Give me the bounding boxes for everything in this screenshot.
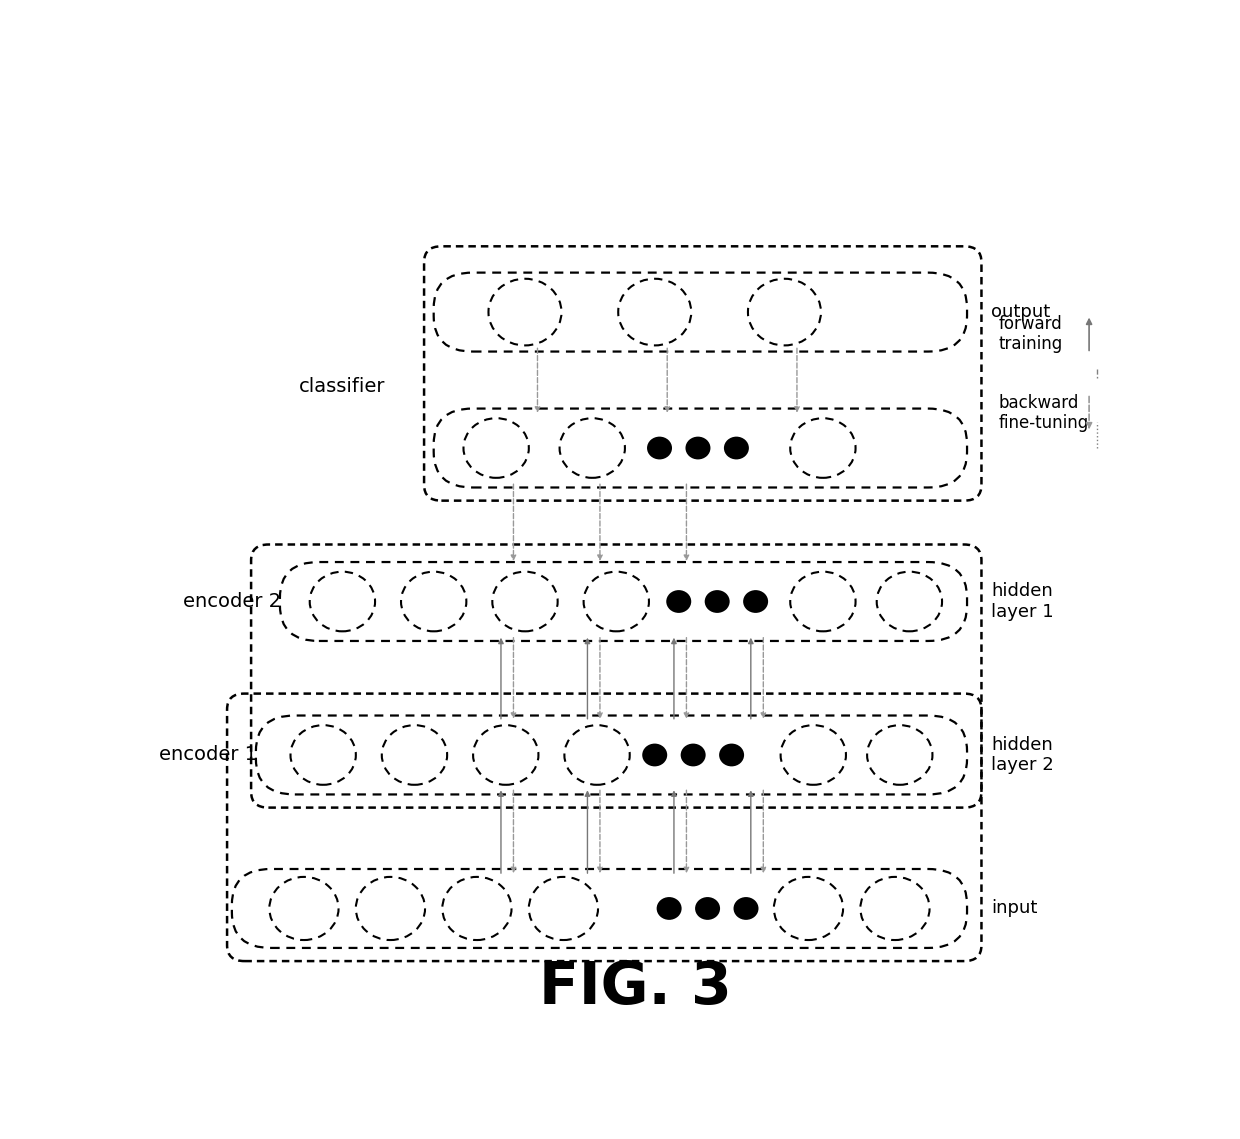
Circle shape — [657, 898, 682, 920]
Text: hidden
layer 2: hidden layer 2 — [991, 736, 1054, 775]
Text: hidden
layer 1: hidden layer 1 — [991, 582, 1054, 621]
Circle shape — [647, 436, 672, 459]
Circle shape — [704, 590, 729, 613]
Circle shape — [686, 436, 711, 459]
Circle shape — [724, 436, 749, 459]
Text: encoder 2: encoder 2 — [182, 592, 281, 611]
Circle shape — [681, 744, 706, 767]
Circle shape — [642, 744, 667, 767]
Text: input: input — [991, 900, 1038, 918]
Circle shape — [719, 744, 744, 767]
Text: classifier: classifier — [299, 377, 386, 396]
Text: output: output — [991, 303, 1050, 321]
Text: FIG. 3: FIG. 3 — [539, 959, 732, 1016]
Text: backward
fine-tuning: backward fine-tuning — [998, 394, 1089, 433]
Circle shape — [734, 898, 759, 920]
Circle shape — [696, 898, 720, 920]
Text: forward
training: forward training — [998, 314, 1063, 353]
Circle shape — [666, 590, 691, 613]
Text: encoder 1: encoder 1 — [159, 746, 257, 764]
Circle shape — [743, 590, 768, 613]
